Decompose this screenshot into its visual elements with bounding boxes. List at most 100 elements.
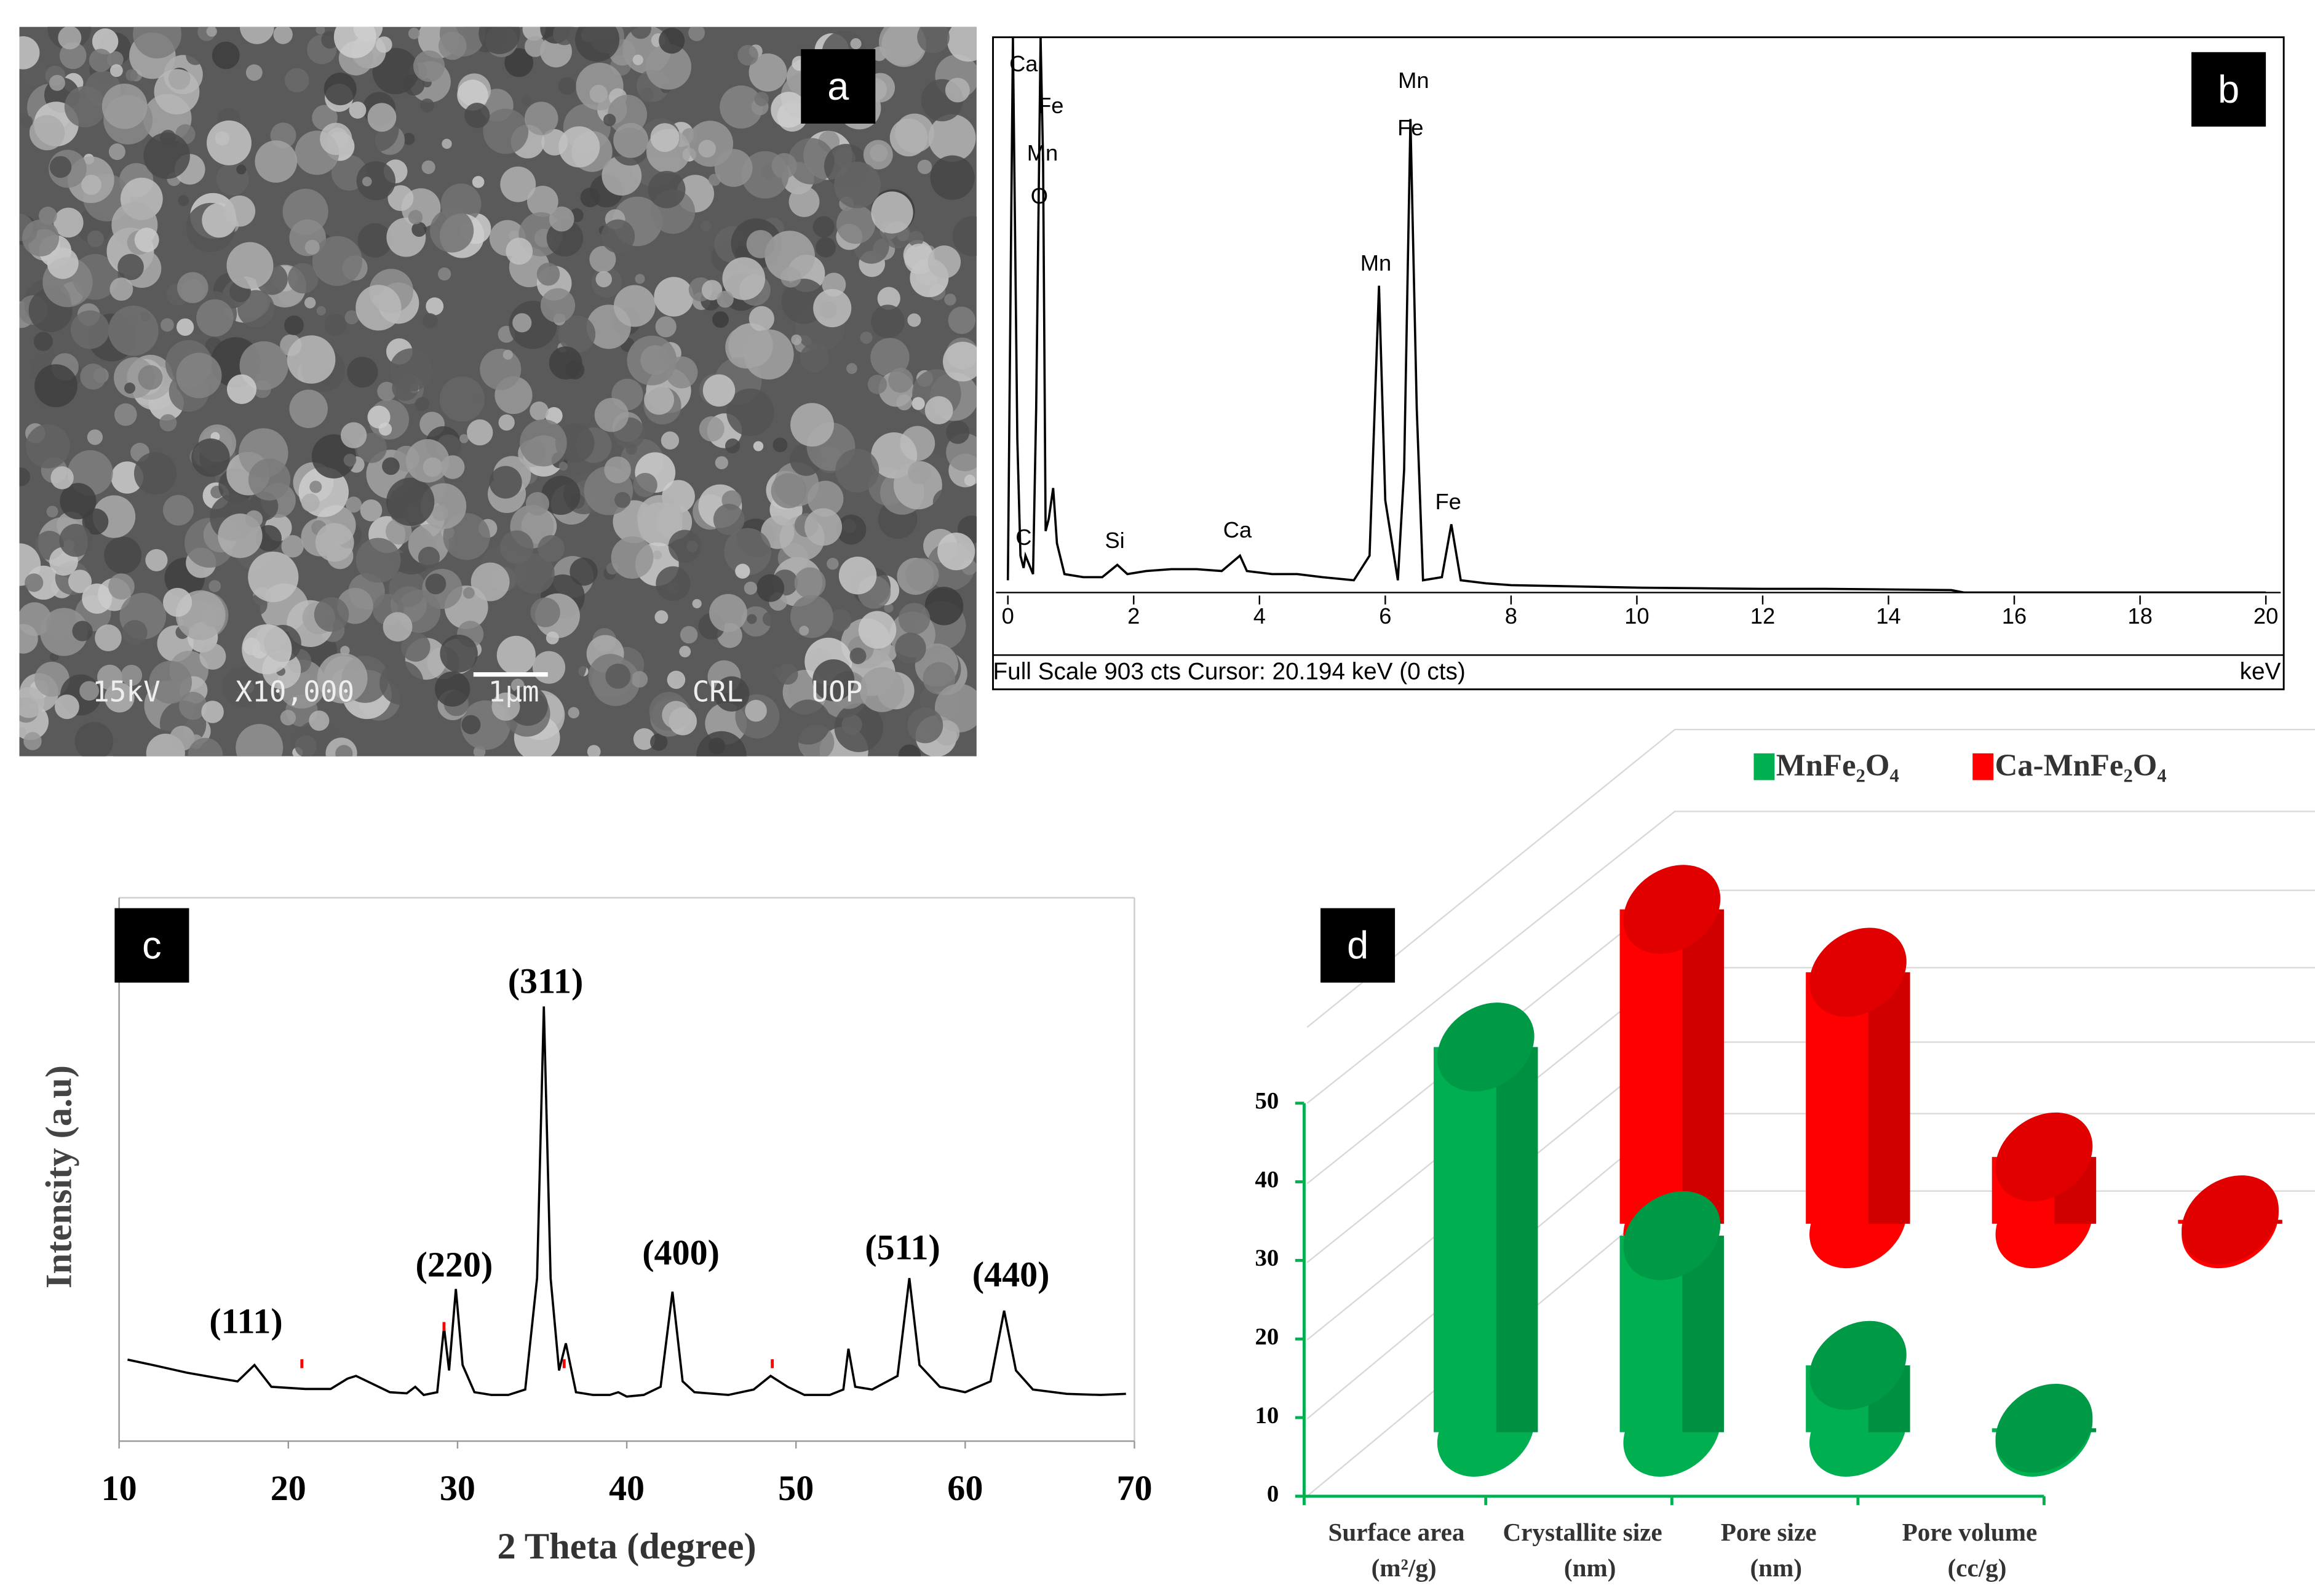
sem-particle — [749, 306, 774, 332]
sem-particle — [788, 138, 835, 185]
y-tick-label: 50 — [1255, 1088, 1279, 1114]
sem-particle — [895, 632, 926, 664]
sem-particle — [692, 598, 702, 609]
sem-particle — [46, 506, 58, 518]
legend-label: Ca-MnFe₂O₄ — [1995, 748, 2167, 782]
sem-particle — [558, 461, 568, 471]
sem-particle — [761, 515, 795, 549]
bar-top — [1437, 1002, 1535, 1092]
sem-particle — [138, 365, 163, 390]
sem-particle — [558, 316, 596, 353]
x-tick-label: 8 — [1505, 603, 1517, 629]
bar — [1619, 909, 1725, 1224]
sem-particle — [888, 367, 913, 393]
bar-top — [1623, 865, 1721, 954]
sem-particle — [461, 715, 481, 734]
sem-particle — [863, 140, 893, 170]
sem-particle — [661, 431, 680, 450]
sem-particle — [312, 236, 362, 286]
sem-particle — [764, 231, 815, 281]
sem-particle — [87, 429, 103, 445]
sem-particle — [530, 597, 560, 627]
sem-particle — [236, 724, 284, 756]
sem-particle — [804, 508, 843, 546]
sem-particle — [526, 185, 558, 217]
sem-particle — [589, 246, 616, 273]
sem-particle — [881, 26, 927, 67]
sem-particle — [287, 335, 336, 384]
sem-particle — [924, 587, 964, 625]
sem-particle — [457, 79, 488, 111]
sem-particle — [64, 85, 106, 128]
sem-particle — [667, 670, 686, 689]
sem-particle — [594, 397, 629, 432]
sem-particle — [440, 634, 478, 673]
sem-particle — [442, 138, 452, 149]
legend-swatch — [1972, 753, 1994, 780]
sem-particle — [799, 625, 809, 636]
sem-particle — [633, 728, 656, 750]
sem-particle — [800, 343, 829, 373]
sem-particle — [343, 453, 357, 467]
sem-particle — [34, 364, 77, 408]
sem-particle — [149, 661, 193, 704]
sem-particle — [101, 83, 148, 129]
sem-particle — [421, 160, 435, 174]
sem-particle — [105, 712, 155, 756]
sem-particle — [709, 737, 726, 755]
sem-particle — [114, 403, 137, 426]
sem-particle — [835, 448, 880, 493]
sem-particle — [762, 611, 777, 626]
sem-particle — [771, 153, 797, 179]
x-tick-label: 18 — [2127, 603, 2152, 629]
peak-label: Fe — [1038, 93, 1063, 118]
sem-particle — [504, 48, 534, 77]
sem-annotation: 15kV — [92, 675, 161, 709]
sem-particle — [952, 216, 977, 256]
sem-particle — [429, 208, 474, 253]
bar-shade — [1496, 1047, 1538, 1432]
sem-particle — [408, 28, 420, 39]
x-tick-label: 10 — [101, 1468, 137, 1508]
sem-particle — [367, 405, 391, 429]
x-tick-label: (nm) — [1564, 1554, 1616, 1582]
panel-label: a — [827, 65, 849, 108]
wall-line — [1306, 728, 2315, 1028]
sem-particle — [467, 419, 493, 446]
sem-particle — [812, 216, 835, 238]
sem-particle — [650, 733, 668, 751]
sem-particle — [771, 92, 807, 128]
sem-particle — [79, 681, 100, 701]
panel-label-box — [114, 908, 189, 983]
sem-particle — [514, 553, 555, 594]
y-tick-label: 30 — [1255, 1245, 1279, 1271]
sem-particle — [60, 483, 97, 520]
sem-particle — [108, 573, 135, 600]
bar-top-shade — [1623, 1191, 1721, 1280]
sem-particle — [89, 49, 113, 72]
sem-particle — [746, 229, 775, 258]
x-tick-label: 20 — [2253, 603, 2278, 629]
sem-particle — [248, 551, 299, 603]
sem-particle — [917, 159, 932, 175]
sem-particle — [314, 597, 349, 632]
sem-particle — [376, 36, 392, 53]
sem-particle — [362, 177, 372, 187]
sem-particle — [160, 318, 174, 332]
sem-particle — [222, 666, 263, 707]
x-tick-label: 10 — [1624, 603, 1649, 629]
sem-particle — [498, 414, 515, 431]
sem-particle — [613, 122, 649, 158]
x-tick-label: 40 — [609, 1468, 645, 1508]
sem-particle — [72, 621, 93, 641]
sem-particle — [744, 581, 758, 595]
sem-particle — [206, 26, 217, 37]
sem-particle — [525, 491, 550, 516]
sem-particle — [199, 643, 226, 670]
sem-particle — [201, 701, 224, 723]
sem-particle — [304, 297, 316, 309]
sem-particle — [418, 546, 440, 569]
sem-particle — [777, 664, 798, 685]
x-tick-label: 16 — [2002, 603, 2027, 629]
sem-particle — [717, 290, 734, 308]
